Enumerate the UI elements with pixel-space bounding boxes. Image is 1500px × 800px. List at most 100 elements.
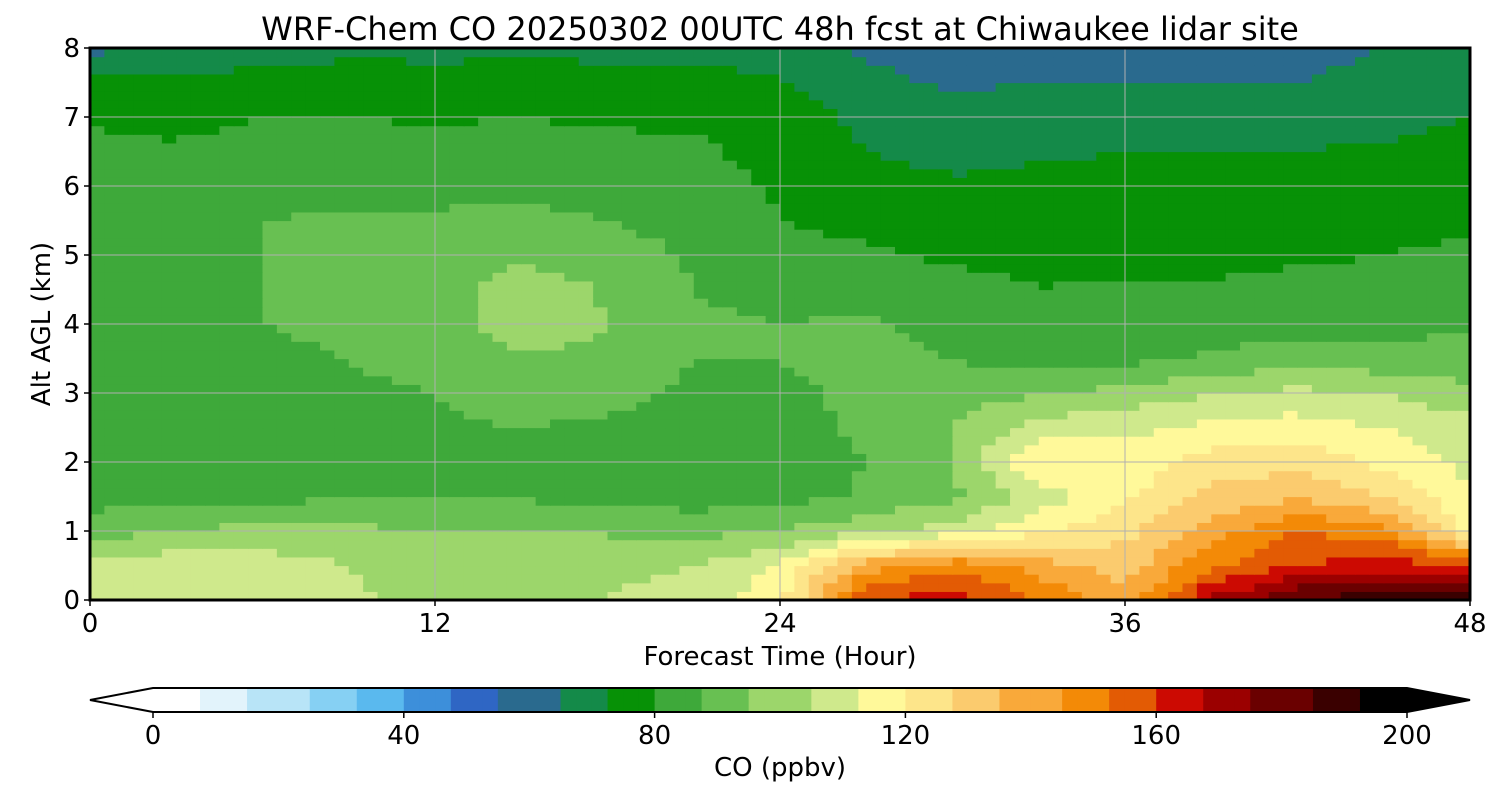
heatmap-cell: [506, 453, 522, 463]
heatmap-cell: [650, 349, 666, 360]
heatmap-cell: [492, 384, 508, 394]
heatmap-cell: [1441, 479, 1457, 489]
heatmap-cell: [1441, 349, 1457, 360]
heatmap-cell: [291, 203, 307, 213]
heatmap-cell: [391, 367, 407, 377]
heatmap-cell: [506, 186, 522, 196]
heatmap-cell: [851, 539, 867, 549]
heatmap-cell: [219, 375, 235, 385]
heatmap-cell: [636, 220, 652, 230]
heatmap-cell: [1110, 548, 1126, 558]
heatmap-cell: [1081, 487, 1097, 498]
heatmap-cell: [420, 401, 436, 411]
heatmap-cell: [1096, 444, 1112, 454]
heatmap-cell: [736, 255, 752, 265]
heatmap-cell: [1355, 522, 1370, 532]
heatmap-cell: [133, 177, 149, 187]
heatmap-cell: [492, 401, 508, 411]
heatmap-cell: [1153, 349, 1169, 360]
heatmap-cell: [248, 186, 264, 196]
heatmap-cell: [679, 427, 695, 437]
heatmap-cell: [205, 436, 220, 446]
heatmap-cell: [248, 574, 264, 584]
heatmap-cell: [1024, 367, 1040, 377]
heatmap-cell: [578, 272, 594, 282]
heatmap-cell: [823, 427, 839, 437]
heatmap-cell: [1297, 582, 1313, 592]
heatmap-cell: [1455, 384, 1471, 394]
heatmap-cell: [1110, 539, 1126, 549]
heatmap-cell: [866, 298, 882, 308]
heatmap-cell: [190, 194, 206, 204]
heatmap-cell: [377, 591, 393, 601]
heatmap-cell: [1426, 246, 1442, 256]
heatmap-cell: [1110, 565, 1126, 575]
heatmap-cell: [722, 349, 738, 360]
heatmap-cell: [1038, 444, 1054, 454]
heatmap-cell: [880, 462, 896, 472]
heatmap-cell: [952, 332, 968, 342]
heatmap-cell: [205, 367, 220, 377]
heatmap-cell: [636, 565, 652, 575]
heatmap-cell: [995, 289, 1011, 299]
heatmap-cell: [938, 358, 954, 368]
heatmap-cell: [1426, 531, 1442, 541]
heatmap-cell: [262, 246, 278, 256]
heatmap-cell: [722, 341, 738, 351]
heatmap-cell: [305, 263, 321, 273]
heatmap-cell: [938, 151, 954, 161]
heatmap-cell: [363, 531, 379, 541]
heatmap-cell: [1196, 582, 1212, 592]
heatmap-cell: [679, 470, 695, 480]
heatmap-cell: [837, 349, 853, 360]
heatmap-cell: [650, 410, 666, 420]
heatmap-cell: [190, 462, 206, 472]
heatmap-cell: [1182, 574, 1198, 584]
heatmap-cell: [334, 427, 350, 437]
heatmap-cell: [1067, 410, 1083, 420]
heatmap-cell: [219, 272, 235, 282]
heatmap-cell: [1225, 341, 1241, 351]
heatmap-cell: [1010, 548, 1025, 558]
heatmap-cell: [248, 513, 264, 523]
heatmap-cell: [1340, 237, 1356, 247]
heatmap-cell: [1398, 203, 1414, 213]
heatmap-cell: [1283, 548, 1299, 558]
heatmap-cell: [923, 220, 939, 230]
heatmap-cell: [1211, 367, 1227, 377]
heatmap-cell: [1383, 436, 1399, 446]
heatmap-cell: [1153, 272, 1169, 282]
heatmap-cell: [880, 393, 896, 403]
heatmap-cell: [233, 280, 249, 291]
heatmap-cell: [1283, 332, 1299, 342]
heatmap-cell: [1225, 401, 1241, 411]
heatmap-cell: [276, 315, 292, 325]
heatmap-cell: [895, 186, 910, 196]
heatmap-cell: [161, 324, 177, 334]
heatmap-cell: [391, 487, 407, 498]
heatmap-cell: [1125, 375, 1140, 385]
heatmap-cell: [291, 194, 307, 204]
heatmap-cell: [1053, 582, 1069, 592]
heatmap-cell: [1024, 582, 1040, 592]
heatmap-cell: [276, 272, 292, 282]
heatmap-cell: [607, 393, 623, 403]
heatmap-cell: [1254, 591, 1270, 601]
heatmap-cell: [118, 298, 134, 308]
heatmap-cell: [550, 194, 565, 204]
heatmap-cell: [276, 418, 292, 429]
heatmap-cell: [693, 375, 709, 385]
heatmap-cell: [133, 582, 149, 592]
heatmap-cell: [1024, 548, 1040, 558]
heatmap-cell: [334, 298, 350, 308]
heatmap-cell: [1311, 237, 1327, 247]
heatmap-cell: [1398, 349, 1414, 360]
heatmap-cell: [564, 168, 580, 178]
heatmap-cell: [708, 194, 724, 204]
heatmap-cell: [1311, 263, 1327, 273]
heatmap-cell: [823, 358, 839, 368]
heatmap-cell: [363, 522, 379, 532]
heatmap-cell: [1024, 211, 1040, 222]
heatmap-cell: [665, 436, 680, 446]
heatmap-cell: [1240, 168, 1255, 178]
